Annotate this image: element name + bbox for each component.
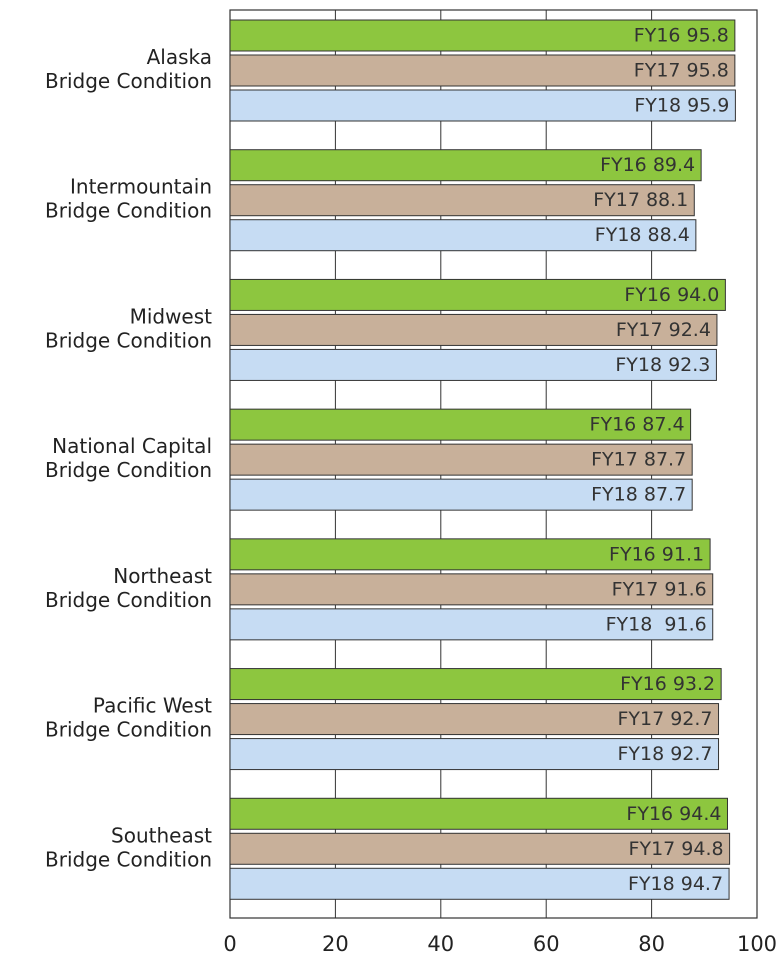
- bar-value-label: FY16 94.4: [626, 803, 721, 825]
- bar-value-label: FY18 88.4: [595, 224, 690, 246]
- bar: [229, 478, 693, 511]
- category-label: National Capital Bridge Condition: [45, 434, 212, 482]
- bar-value-label: FY18 95.9: [634, 95, 729, 117]
- bar: [229, 608, 714, 641]
- bar-value-label: FY16 87.4: [590, 414, 685, 436]
- category-label: Southeast Bridge Condition: [45, 823, 212, 871]
- bar: [229, 89, 736, 122]
- bar: [229, 408, 692, 441]
- bar-value-label: FY16 89.4: [600, 154, 695, 176]
- bar: [229, 443, 693, 476]
- category-label: Pacific West Bridge Condition: [45, 693, 212, 741]
- bar: [229, 832, 731, 865]
- x-tick-label: 60: [533, 932, 560, 956]
- bar-value-label: FY17 92.7: [617, 708, 712, 730]
- bar-value-label: FY17 91.6: [612, 578, 707, 600]
- bar-value-label: FY17 95.8: [634, 60, 729, 82]
- bar-value-label: FY16 93.2: [620, 673, 715, 695]
- x-tick-label: 40: [427, 932, 454, 956]
- bar: [229, 219, 697, 252]
- bar-value-label: FY17 88.1: [593, 189, 688, 211]
- bar: [229, 867, 730, 900]
- bar-value-label: FY16 95.8: [634, 25, 729, 47]
- x-tick-label: 80: [638, 932, 665, 956]
- bar-value-label: FY18 91.6: [606, 613, 707, 635]
- x-tick-label: 100: [737, 932, 777, 956]
- bar-value-label: FY16 94.0: [624, 284, 719, 306]
- bar-value-label: FY17 94.8: [629, 838, 724, 860]
- bar: [229, 738, 720, 771]
- bar: [229, 538, 711, 571]
- bar-value-label: FY18 92.7: [617, 743, 712, 765]
- bar: [229, 54, 736, 87]
- category-label: Midwest Bridge Condition: [45, 304, 212, 352]
- bar-value-label: FY18 87.7: [591, 484, 686, 506]
- bar: [229, 573, 714, 606]
- bar: [229, 348, 717, 381]
- category-label: Alaska Bridge Condition: [45, 45, 212, 93]
- bar: [229, 797, 728, 830]
- category-label: Northeast Bridge Condition: [45, 563, 212, 611]
- bar-value-label: FY17 87.7: [591, 449, 686, 471]
- bar: [229, 149, 702, 182]
- bar: [229, 313, 718, 346]
- bar-value-label: FY18 92.3: [615, 354, 710, 376]
- bar-value-label: FY18 94.7: [628, 873, 723, 895]
- category-label: Intermountain Bridge Condition: [45, 174, 212, 222]
- bar: [229, 278, 726, 311]
- x-tick-label: 0: [223, 932, 236, 956]
- bar: [229, 184, 695, 217]
- bar: [229, 703, 720, 736]
- bar-value-label: FY17 92.4: [616, 319, 711, 341]
- bar: [229, 668, 722, 701]
- x-tick-label: 20: [322, 932, 349, 956]
- bar-value-label: FY16 91.1: [609, 543, 704, 565]
- bar: [229, 19, 736, 52]
